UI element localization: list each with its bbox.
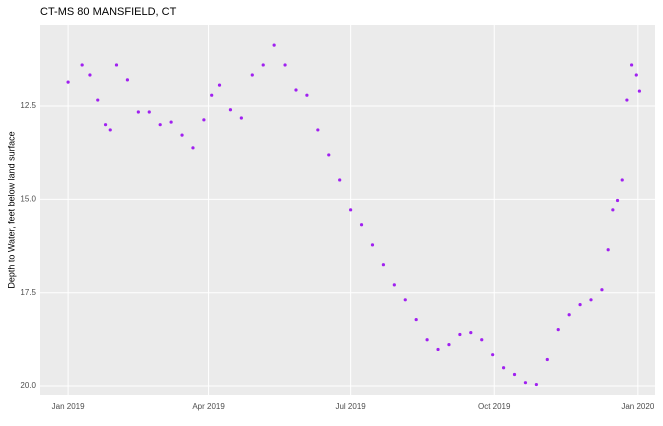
point — [239, 116, 243, 120]
point — [392, 283, 396, 287]
point — [108, 128, 112, 132]
point — [359, 223, 364, 227]
point — [114, 63, 119, 67]
y-tick-label: 15.0 — [20, 194, 36, 203]
point — [458, 332, 462, 337]
x-tick-label: Apr 2019 — [192, 402, 225, 411]
y-tick-label: 17.5 — [20, 288, 36, 297]
point — [620, 178, 624, 182]
point — [611, 208, 615, 212]
point — [169, 120, 173, 124]
point — [158, 123, 162, 127]
point — [567, 313, 571, 317]
point — [436, 347, 440, 352]
point — [202, 118, 206, 122]
point — [629, 63, 634, 67]
point — [217, 83, 222, 87]
x-tick-label: Oct 2019 — [478, 402, 511, 411]
point — [447, 342, 451, 347]
panel — [40, 25, 655, 395]
x-tick-label: Jul 2019 — [335, 402, 366, 411]
point — [327, 153, 331, 157]
point — [103, 123, 108, 127]
point — [125, 78, 130, 82]
point — [600, 288, 604, 292]
x-tick-label: Jan 2020 — [621, 402, 654, 411]
point — [414, 317, 418, 322]
point — [469, 331, 473, 335]
point — [180, 133, 184, 137]
point — [147, 110, 151, 114]
point — [625, 98, 629, 102]
point — [578, 303, 582, 307]
point — [523, 381, 528, 385]
point — [80, 63, 84, 67]
point — [96, 98, 100, 102]
point — [66, 80, 70, 84]
point — [349, 208, 353, 212]
point — [305, 93, 309, 97]
point — [480, 338, 484, 342]
point — [210, 93, 214, 97]
y-axis-label: Depth to Water, feet below land surface — [6, 131, 16, 288]
point — [512, 372, 517, 377]
y-tick-label: 20.0 — [20, 381, 36, 390]
point — [283, 63, 287, 67]
point — [589, 298, 593, 302]
point — [338, 178, 342, 182]
point — [606, 248, 610, 252]
point — [615, 198, 620, 203]
point — [545, 357, 549, 362]
point — [191, 146, 195, 150]
point — [634, 73, 638, 77]
point — [370, 243, 375, 247]
point — [556, 328, 560, 332]
y-tick-label: 12.5 — [20, 101, 36, 110]
point — [88, 73, 92, 77]
point — [425, 338, 429, 342]
point — [316, 128, 320, 132]
point — [272, 43, 276, 47]
point — [403, 298, 407, 302]
point — [228, 108, 233, 112]
point — [261, 63, 265, 67]
point — [381, 263, 386, 267]
point — [491, 353, 495, 357]
point — [534, 382, 538, 387]
point — [250, 73, 254, 77]
point — [637, 89, 641, 93]
point — [136, 110, 140, 114]
point — [501, 366, 506, 370]
point — [294, 88, 298, 92]
x-tick-label: Jan 2019 — [52, 402, 85, 411]
chart-title: CT-MS 80 MANSFIELD, CT — [40, 6, 177, 18]
